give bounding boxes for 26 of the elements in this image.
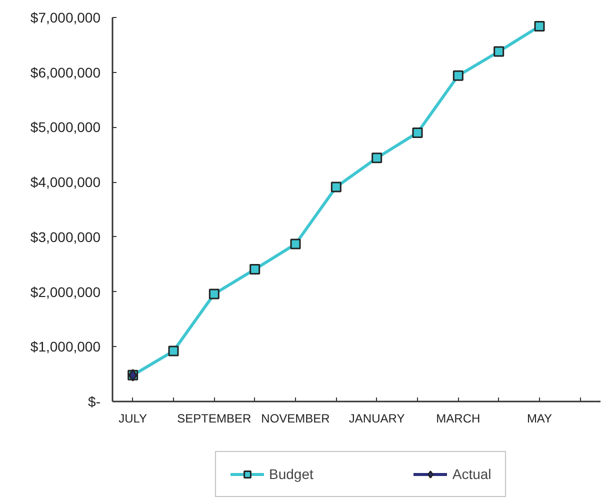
point [330, 182, 342, 192]
point [412, 127, 423, 138]
point [534, 21, 545, 32]
y-tick-label: $4,000,000 [30, 174, 101, 190]
y-tick-label: $- [88, 394, 101, 410]
point [168, 346, 179, 356]
point [494, 46, 504, 57]
x-tick-label: SEPTEMBER [177, 412, 252, 426]
x-tick-label: MAY [526, 412, 552, 426]
legend-label: Actual [452, 466, 492, 482]
y-tick-label: $7,000,000 [30, 10, 101, 26]
x-tick-label: JULY [118, 412, 148, 426]
y-tick-label: $6,000,000 [30, 64, 101, 80]
y-tick-label: $1,000,000 [30, 338, 101, 355]
point [250, 264, 260, 275]
x-tick-label: NOVEMBER [261, 412, 330, 426]
point [452, 70, 464, 81]
point [290, 238, 301, 250]
x-tick-label: JANUARY [348, 412, 405, 426]
legend-label: Budget [269, 466, 314, 482]
point [372, 152, 382, 164]
y-tick-label: $2,000,000 [30, 284, 101, 300]
y-tick-label: $5,000,000 [30, 119, 101, 136]
y-tick-label: $3,000,000 [30, 228, 101, 245]
point [208, 288, 220, 300]
x-tick-label: MARCH [436, 412, 480, 426]
